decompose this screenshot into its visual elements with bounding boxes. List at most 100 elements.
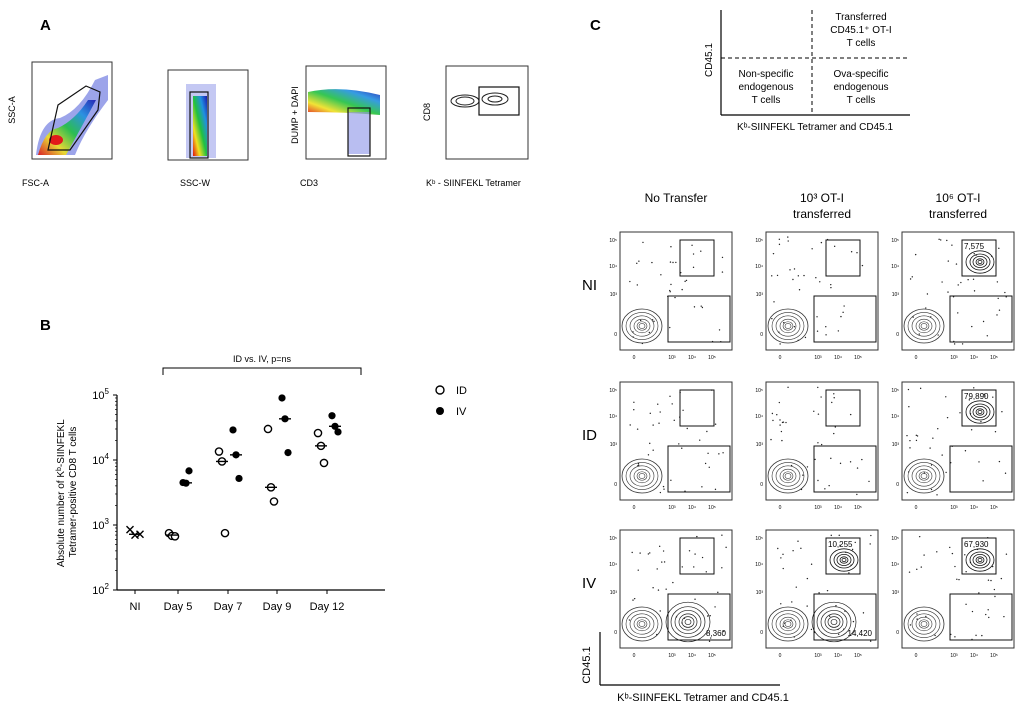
flow-event bbox=[826, 589, 829, 592]
flow-plot-r3-c2: 0 10³ 10⁴ 10⁵ 0 10³ 10⁴ 10⁵ 10,255 14,420 bbox=[755, 529, 879, 659]
flow-event bbox=[692, 266, 695, 269]
flow-event bbox=[718, 453, 720, 455]
flow-event bbox=[861, 264, 864, 267]
flow-y-tick: 10³ bbox=[610, 442, 618, 448]
point-iv bbox=[185, 467, 193, 475]
flow-event bbox=[965, 571, 967, 573]
flow-event bbox=[707, 452, 709, 455]
flow-contour-otI bbox=[975, 258, 985, 266]
gating-plot-2: SSC-W bbox=[167, 69, 249, 188]
y-axis-title-line-1: Absolute number of Kb-SIINFEKL bbox=[56, 419, 68, 567]
flow-event bbox=[817, 386, 819, 389]
gating-plot-3-density bbox=[308, 89, 380, 115]
flow-event bbox=[862, 612, 865, 614]
flow-x-tick: 10⁴ bbox=[970, 653, 978, 659]
flow-event bbox=[833, 432, 835, 435]
flow-event bbox=[840, 315, 842, 318]
flow-event bbox=[833, 393, 835, 395]
flow-event bbox=[929, 447, 931, 449]
flow-event bbox=[842, 311, 844, 314]
flow-contour-tetramer bbox=[820, 609, 848, 635]
flow-event bbox=[704, 462, 707, 465]
flow-event bbox=[658, 422, 660, 424]
flow-gate-ova-specific bbox=[813, 295, 877, 343]
y-tick-label: 105 bbox=[92, 387, 109, 402]
flow-y-tick: 10³ bbox=[610, 590, 618, 596]
flow-x-tick: 0 bbox=[779, 355, 782, 361]
flow-event bbox=[722, 452, 724, 454]
flow-event bbox=[710, 637, 712, 639]
flow-contour-main bbox=[907, 610, 941, 638]
panel-b-legend: ID IV bbox=[435, 385, 467, 418]
flow-x-tick: 0 bbox=[915, 355, 918, 361]
flow-event bbox=[686, 427, 688, 430]
flow-event bbox=[653, 320, 655, 323]
flow-x-tick: 10³ bbox=[668, 355, 676, 361]
flow-event bbox=[833, 397, 835, 399]
flow-contour-main bbox=[771, 312, 805, 340]
flow-event bbox=[930, 316, 932, 318]
flow-event bbox=[651, 319, 654, 321]
flow-contour-main bbox=[638, 621, 646, 627]
flow-event bbox=[793, 636, 795, 638]
flow-event bbox=[906, 434, 908, 437]
flow-y-tick: 10⁴ bbox=[891, 264, 899, 270]
flow-count-ova-specific: 8,360 bbox=[706, 629, 727, 638]
flow-event bbox=[817, 479, 819, 482]
flow-x-tick: 10⁵ bbox=[990, 653, 998, 659]
flow-event bbox=[705, 571, 707, 573]
y-tick-label: 103 bbox=[92, 517, 109, 532]
flow-contour-main bbox=[636, 619, 648, 629]
flow-event bbox=[914, 253, 917, 256]
flow-contour-otI bbox=[833, 551, 855, 569]
gating-plot-2-density bbox=[193, 96, 207, 156]
flow-event bbox=[810, 563, 813, 565]
flow-y-tick: 10⁵ bbox=[609, 536, 617, 542]
flow-event bbox=[789, 269, 791, 271]
flow-y-tick: 10⁴ bbox=[755, 562, 763, 568]
flow-contour-otI bbox=[972, 255, 988, 268]
flow-event bbox=[790, 464, 793, 467]
flow-contour-main bbox=[779, 616, 797, 632]
flow-x-tick: 10⁴ bbox=[688, 653, 696, 659]
flow-event bbox=[945, 471, 947, 474]
flow-event bbox=[941, 454, 943, 456]
flow-event bbox=[661, 561, 663, 563]
flow-gate-transferred bbox=[825, 239, 861, 277]
gating-plot-4: CD8 Kᵇ - SIINFEKL Tetramer bbox=[422, 65, 529, 188]
flow-event bbox=[637, 462, 640, 465]
flow-x-tick: 10³ bbox=[814, 505, 822, 511]
flow-event bbox=[657, 589, 660, 591]
flow-plot-frame bbox=[765, 381, 879, 501]
flow-y-tick: 10⁵ bbox=[755, 536, 763, 542]
flow-event bbox=[810, 628, 813, 631]
flow-event bbox=[692, 253, 695, 255]
flow-event bbox=[849, 461, 852, 463]
flow-y-tick: 10⁵ bbox=[755, 238, 763, 244]
flow-event bbox=[806, 605, 808, 607]
point-id bbox=[269, 497, 279, 506]
flow-event bbox=[802, 474, 804, 476]
y-axis-title: Absolute number of Kb-SIINFEKL Tetramer-… bbox=[56, 417, 80, 567]
flow-event bbox=[816, 316, 818, 318]
flow-event bbox=[681, 622, 683, 624]
flow-contour-tetramer bbox=[816, 606, 852, 638]
flow-contour-main bbox=[767, 458, 809, 494]
data-points bbox=[126, 394, 342, 541]
flow-y-tick: 0 bbox=[760, 482, 763, 488]
flow-event bbox=[778, 331, 780, 333]
flow-y-tick: 10⁴ bbox=[891, 562, 899, 568]
flow-event bbox=[649, 442, 651, 445]
flow-plot-r3-c3: 0 10³ 10⁴ 10⁵ 0 10³ 10⁴ 10⁵ 67,930 bbox=[891, 529, 1015, 659]
flow-contour-main bbox=[779, 318, 797, 334]
flow-event bbox=[916, 618, 918, 620]
flow-event bbox=[782, 567, 784, 570]
flow-y-tick: 10⁵ bbox=[609, 238, 617, 244]
flow-event bbox=[787, 240, 789, 242]
flow-contour-main bbox=[915, 318, 933, 334]
flow-count-transferred: 67,930 bbox=[964, 540, 989, 549]
flow-event bbox=[685, 279, 688, 282]
flow-event bbox=[820, 241, 823, 244]
flow-count-transferred: 10,255 bbox=[828, 540, 853, 549]
flow-event bbox=[973, 252, 975, 255]
